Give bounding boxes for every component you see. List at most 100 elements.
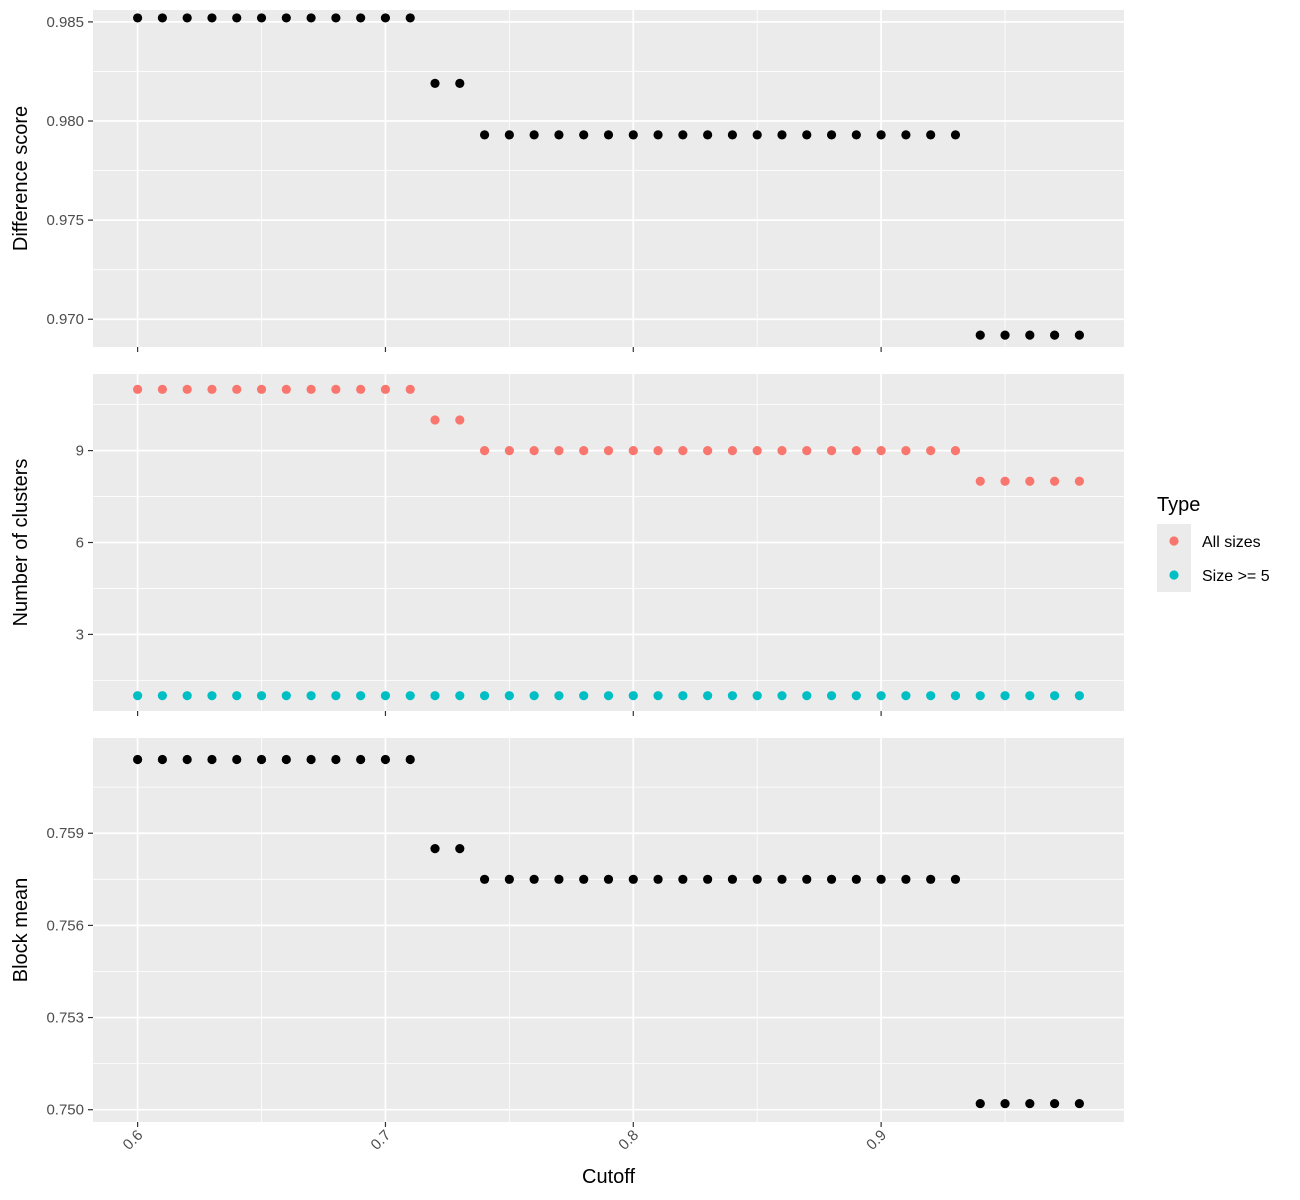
data-point [430, 843, 440, 854]
data-point [356, 384, 366, 394]
data-point [232, 384, 242, 394]
series-1 [133, 13, 1084, 340]
data-point [678, 874, 688, 884]
data-point [653, 130, 663, 140]
y-tick-label: 0.756 [46, 917, 84, 934]
data-point [777, 691, 787, 701]
data-point [826, 874, 837, 884]
data-point [876, 874, 886, 884]
legend-label: All sizes [1202, 534, 1261, 551]
data-point [826, 691, 837, 701]
data-point [281, 384, 291, 394]
data-point [182, 691, 192, 701]
data-point [1000, 476, 1010, 486]
data-point [256, 13, 267, 23]
data-point [752, 130, 762, 140]
y-tick-label: 0.750 [46, 1102, 84, 1119]
data-point [529, 874, 539, 884]
data-point [1074, 691, 1084, 701]
data-point [826, 130, 837, 140]
data-point [1050, 1098, 1060, 1109]
data-point [603, 691, 614, 701]
data-point [851, 130, 861, 140]
data-point [356, 13, 366, 23]
data-point [207, 13, 217, 23]
series-1 [133, 384, 1084, 486]
data-point [926, 874, 936, 884]
data-point [554, 445, 564, 456]
y-tick-label: 0.975 [46, 212, 84, 229]
data-point [752, 874, 762, 884]
data-point [727, 130, 738, 140]
data-point [1000, 691, 1010, 701]
data-point [133, 691, 143, 701]
data-point [603, 874, 614, 884]
data-point [1050, 330, 1060, 340]
data-point [727, 874, 738, 884]
data-point [1025, 476, 1035, 486]
data-point [975, 330, 985, 340]
data-point [975, 476, 985, 486]
data-point [479, 874, 490, 884]
data-point [678, 691, 688, 701]
data-point [256, 754, 267, 765]
data-point [802, 691, 812, 701]
data-point [281, 754, 291, 765]
data-point [405, 13, 415, 23]
panel-background [93, 10, 1124, 347]
data-point [653, 691, 663, 701]
data-point [133, 754, 143, 765]
data-point [157, 754, 167, 765]
legend: Type All sizes Size >= 5 [1157, 494, 1270, 592]
y-axis-title: Number of clusters [10, 459, 32, 627]
data-point [356, 691, 366, 701]
data-point [207, 691, 217, 701]
data-point [1074, 476, 1084, 486]
y-tick-label: 0.759 [46, 825, 84, 842]
data-point [232, 691, 242, 701]
data-point [430, 415, 440, 425]
data-point [331, 384, 341, 394]
data-point [851, 874, 861, 884]
data-point [926, 130, 936, 140]
x-axis-title: Cutoff [582, 1166, 635, 1188]
data-point [232, 754, 242, 765]
data-point [975, 1098, 985, 1109]
data-point [256, 691, 267, 701]
data-point [1025, 1098, 1035, 1109]
data-point [331, 13, 341, 23]
data-point [331, 691, 341, 701]
data-point [603, 445, 614, 456]
data-point [182, 754, 192, 765]
data-point [455, 843, 465, 854]
data-point [182, 13, 192, 23]
data-point [554, 874, 564, 884]
data-point [777, 445, 787, 456]
data-point [281, 13, 291, 23]
data-point [876, 691, 886, 701]
data-point [380, 13, 391, 23]
data-point [901, 130, 911, 140]
data-point [306, 384, 316, 394]
data-point [232, 13, 242, 23]
panel-background [93, 738, 1124, 1122]
data-point [826, 445, 837, 456]
data-point [628, 691, 638, 701]
data-point [504, 691, 514, 701]
data-point [950, 691, 961, 701]
data-point [752, 445, 762, 456]
data-point [479, 130, 490, 140]
data-point [455, 691, 465, 701]
data-point [926, 691, 936, 701]
data-point [802, 130, 812, 140]
y-tick-label: 0.980 [46, 113, 84, 130]
data-point [430, 78, 440, 88]
data-point [703, 874, 713, 884]
data-point [306, 691, 316, 701]
data-point [678, 445, 688, 456]
panel-1: 0.970 0.975 0.980 0.985 Difference score [10, 10, 1124, 352]
data-point [876, 445, 886, 456]
data-point [157, 13, 167, 23]
data-point [727, 445, 738, 456]
data-point [133, 384, 143, 394]
